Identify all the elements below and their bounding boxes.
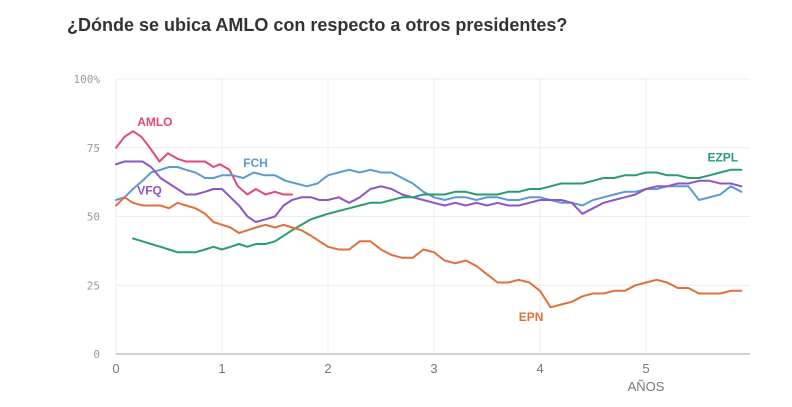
series-label-epn: EPN xyxy=(519,310,544,324)
x-tick-label: 1 xyxy=(218,361,225,376)
series-line-vfq xyxy=(115,160,743,223)
y-tick-label: 25 xyxy=(87,279,100,292)
series-label-vfq: VFQ xyxy=(137,184,162,198)
series-label-ezpl: EZPL xyxy=(707,151,738,165)
series-labels: AMLO FCH VFQ EZPL EPN xyxy=(137,115,738,324)
gridlines xyxy=(115,78,750,354)
y-tick-label: 0 xyxy=(93,348,100,361)
series-line-fch xyxy=(115,166,743,207)
x-axis-ticks: 0 1 2 3 4 5 xyxy=(112,361,649,376)
series-line-ezpl xyxy=(132,168,743,254)
x-axis-label: AÑOS xyxy=(628,379,665,394)
chart-title: ¿Dónde se ubica AMLO con respecto a otro… xyxy=(67,15,568,35)
x-tick-label: 0 xyxy=(112,361,119,376)
x-tick-label: 2 xyxy=(324,361,331,376)
series-label-amlo: AMLO xyxy=(137,115,172,129)
x-tick-label: 3 xyxy=(430,361,437,376)
series-lines xyxy=(115,130,743,309)
x-tick-label: 4 xyxy=(536,361,543,376)
y-tick-label: 50 xyxy=(87,211,100,224)
series-label-fch: FCH xyxy=(243,156,268,170)
y-axis-ticks: 100% 75 50 25 0 xyxy=(74,73,101,361)
series-line-epn xyxy=(115,196,743,309)
y-tick-label: 100% xyxy=(74,73,101,86)
y-tick-label: 75 xyxy=(87,142,100,155)
x-tick-label: 5 xyxy=(642,361,649,376)
series-line-amlo xyxy=(115,130,293,196)
